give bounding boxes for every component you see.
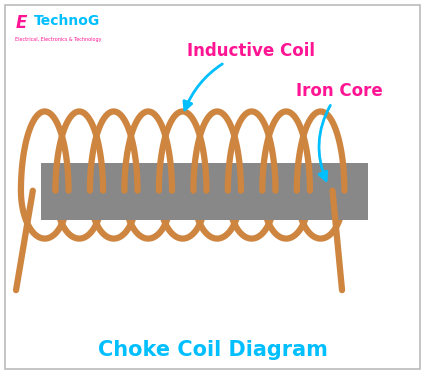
Text: Inductive Coil: Inductive Coil (184, 42, 315, 110)
Text: Iron Core: Iron Core (296, 82, 383, 181)
Text: Choke Coil Diagram: Choke Coil Diagram (98, 340, 327, 360)
Text: E: E (15, 14, 27, 32)
Text: TechnoG: TechnoG (34, 14, 100, 28)
Bar (40, 163, 368, 220)
Text: Electrical, Electronics & Technology: Electrical, Electronics & Technology (15, 37, 102, 42)
